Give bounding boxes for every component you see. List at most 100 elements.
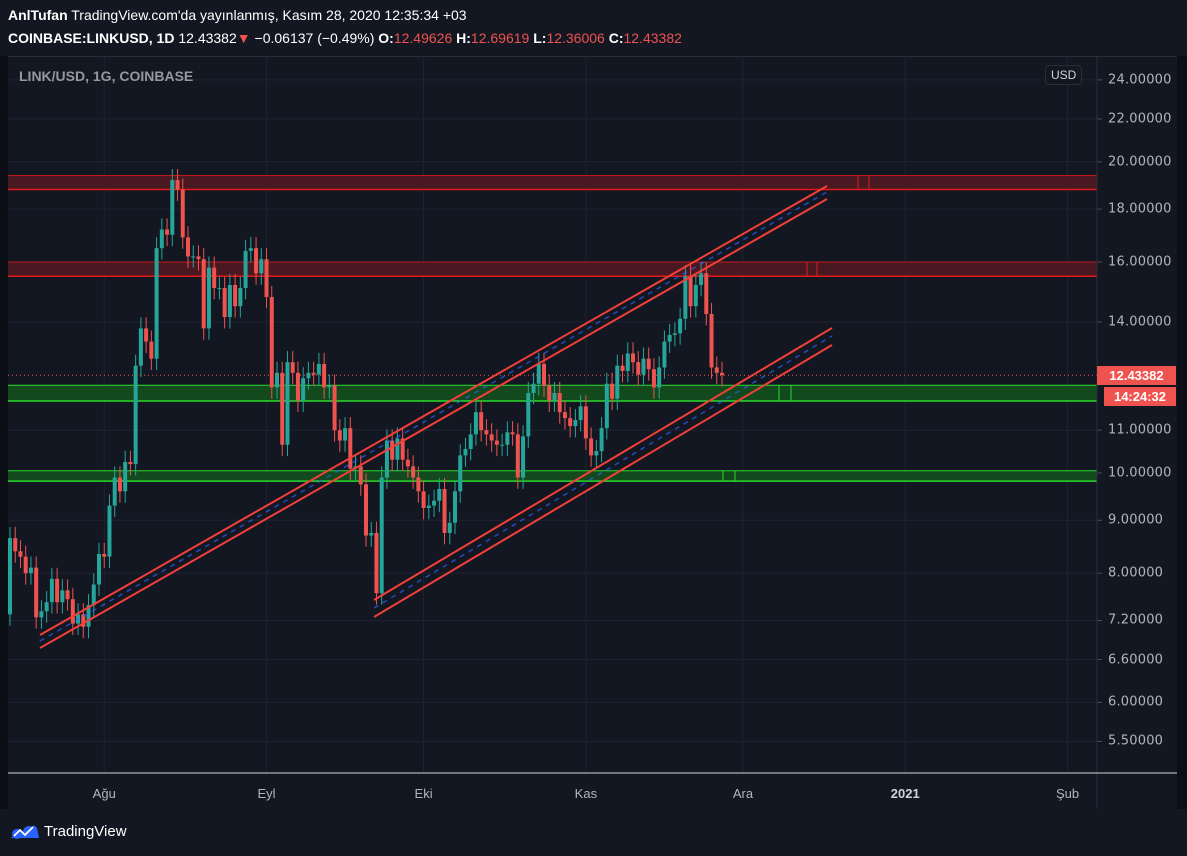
candle — [358, 455, 363, 496]
candle — [280, 361, 285, 457]
candle-body — [264, 259, 269, 297]
candle-body — [384, 440, 389, 478]
candle-body — [128, 461, 133, 465]
candle — [573, 409, 578, 438]
candle-body — [536, 363, 541, 384]
candle-body — [709, 313, 714, 368]
tradingview-logo[interactable]: TradingView — [8, 822, 127, 840]
candle-body — [159, 229, 164, 249]
down-arrow-icon: ▼ — [236, 30, 251, 46]
author-name[interactable]: AnlTufan — [8, 7, 68, 23]
candle — [290, 351, 295, 385]
candle — [583, 395, 588, 450]
candle — [521, 425, 526, 489]
candle-body — [369, 532, 374, 536]
candle-body — [447, 522, 452, 533]
x-tick-label: Kas — [574, 786, 598, 801]
candle-body — [186, 237, 190, 257]
candle-body — [13, 538, 18, 552]
candle-body — [364, 484, 368, 536]
candle-body — [500, 444, 505, 446]
candle-body — [479, 412, 484, 431]
lower-channel-mid — [373, 335, 833, 609]
candle — [693, 273, 698, 318]
candle — [112, 466, 117, 517]
candle-body — [217, 287, 222, 289]
candle — [557, 381, 562, 424]
tradingview-cloud-icon — [11, 825, 39, 839]
x-tick-label: Eyl — [257, 786, 276, 801]
candle-body — [646, 358, 651, 370]
currency-button[interactable]: USD — [1045, 65, 1083, 85]
candle-body — [604, 383, 609, 429]
candle — [196, 245, 201, 271]
candle-body — [348, 428, 353, 469]
candle-body — [60, 590, 65, 603]
candle — [123, 450, 128, 503]
candle — [536, 352, 541, 396]
candle — [494, 429, 499, 457]
candle-body — [295, 372, 300, 401]
close-value: 12.43382 — [623, 30, 682, 46]
candle-body — [123, 461, 128, 492]
price-change: −0.06137 (−0.49%) — [254, 30, 375, 46]
candle-body — [337, 430, 342, 441]
candle-body — [531, 383, 536, 394]
candle — [159, 218, 164, 260]
candle-body — [379, 477, 384, 594]
candle-body — [489, 434, 494, 441]
candle-body — [411, 466, 416, 478]
candle — [248, 237, 253, 263]
candle-body — [683, 276, 688, 319]
candle-body — [526, 393, 531, 437]
candle — [411, 455, 416, 489]
candle — [458, 444, 463, 503]
candle — [667, 323, 672, 353]
candle-body — [641, 358, 646, 375]
candle-body — [117, 477, 122, 492]
candle — [447, 511, 452, 545]
candle-body — [44, 602, 49, 612]
candle — [432, 489, 437, 517]
candle-body — [594, 451, 599, 456]
candle-body — [667, 334, 672, 342]
y-tick-label: 5.50000 — [1108, 733, 1164, 749]
candle-body — [144, 328, 149, 342]
candle — [55, 567, 60, 614]
candle — [688, 265, 693, 318]
candle — [384, 429, 389, 489]
low-value: 12.36006 — [546, 30, 605, 46]
candle — [316, 352, 321, 386]
candle-body — [311, 372, 316, 375]
candle-body — [620, 365, 625, 372]
candle-body — [23, 556, 28, 574]
chart-title: LINK/USD, 1G, COINBASE — [19, 68, 194, 84]
current-price-label: 12.43382 — [1097, 366, 1176, 385]
candle — [285, 351, 290, 457]
y-tick-label: 22.00000 — [1108, 111, 1172, 127]
candle — [191, 245, 196, 268]
candle-body — [343, 428, 348, 441]
open-label: O: — [378, 30, 394, 46]
candle — [678, 307, 683, 345]
candle — [133, 354, 138, 476]
candle — [615, 354, 620, 411]
right-border — [1177, 56, 1187, 809]
resistance-zone — [8, 175, 1097, 190]
candle — [636, 351, 641, 386]
bar-countdown-label: 14:24:32 — [1104, 387, 1176, 406]
candle — [547, 374, 552, 412]
candle — [395, 427, 400, 472]
candle-body — [395, 438, 400, 460]
candle — [28, 556, 33, 585]
y-tick-label: 9.00000 — [1108, 512, 1164, 528]
candle-body — [316, 363, 321, 375]
candle — [60, 579, 65, 614]
candle — [505, 421, 510, 457]
candle — [44, 591, 49, 623]
candle — [138, 317, 143, 378]
close-label: C: — [608, 30, 624, 46]
candle-body — [458, 455, 463, 492]
candle — [144, 317, 149, 353]
